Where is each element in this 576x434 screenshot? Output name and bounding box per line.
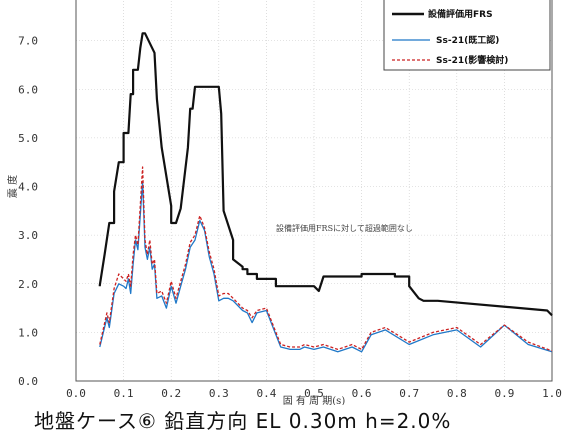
x-tick-label: 0.5 <box>304 387 324 400</box>
legend: 設備評価用FRS Ss-21(既工認) Ss-21(影響検討) <box>383 0 551 71</box>
legend-label-3: Ss-21(影響検討) <box>436 54 508 66</box>
legend-label-1: 設備評価用FRS <box>428 8 493 20</box>
x-tick-label: 0.3 <box>209 387 229 400</box>
y-tick-label: 6.0 <box>18 83 38 96</box>
y-tick-label: 1.0 <box>18 326 38 339</box>
x-tick-label: 1.0 <box>542 387 562 400</box>
y-axis-label: 震 度 <box>6 175 19 198</box>
plot-frame <box>75 0 553 382</box>
chart: 0.0 1.0 2.0 3.0 4.0 5.0 6.0 7.0 0.0 0.1 0.2 0.3 0.4… <box>6 0 562 405</box>
y-tick-label: 3.0 <box>18 229 38 242</box>
x-tick-label: 0.4 <box>256 387 276 400</box>
y-tick-label: 7.0 <box>18 35 38 48</box>
figure-caption: 地盤ケース⑥ 鉛直方向 EL 0.30m h=2.0% <box>34 409 452 433</box>
x-tick-label: 0.7 <box>399 387 419 400</box>
y-tick-label: 2.0 <box>18 278 38 291</box>
x-tick-label: 0.2 <box>161 387 181 400</box>
y-tick-labels: 0.0 1.0 2.0 3.0 4.0 5.0 6.0 7.0 <box>18 35 38 388</box>
y-tick-label: 5.0 <box>18 132 38 145</box>
series-line-3 <box>99 166 553 352</box>
legend-label-2: Ss-21(既工認) <box>436 34 499 46</box>
x-tick-label: 0.6 <box>352 387 372 400</box>
x-tick-label: 0.0 <box>66 387 86 400</box>
legend-box <box>383 0 551 71</box>
chart-annotation: 設備評価用FRSに対して超過範囲なし <box>276 223 413 233</box>
x-tick-label: 0.1 <box>114 387 134 400</box>
x-tick-label: 0.8 <box>447 387 467 400</box>
series-lines <box>98 32 553 353</box>
grid <box>75 0 553 382</box>
series-line-2 <box>99 180 553 353</box>
x-tick-labels: 0.0 0.1 0.2 0.3 0.4 0.5 0.6 0.7 0.8 0.9 1.0 <box>66 387 562 400</box>
y-tick-label: 4.0 <box>18 181 38 194</box>
x-tick-label: 0.9 <box>494 387 514 400</box>
series-line-1 <box>98 32 553 317</box>
y-tick-label: 0.0 <box>18 375 38 388</box>
x-axis-label: 固 有 周 期(s) <box>283 394 346 405</box>
